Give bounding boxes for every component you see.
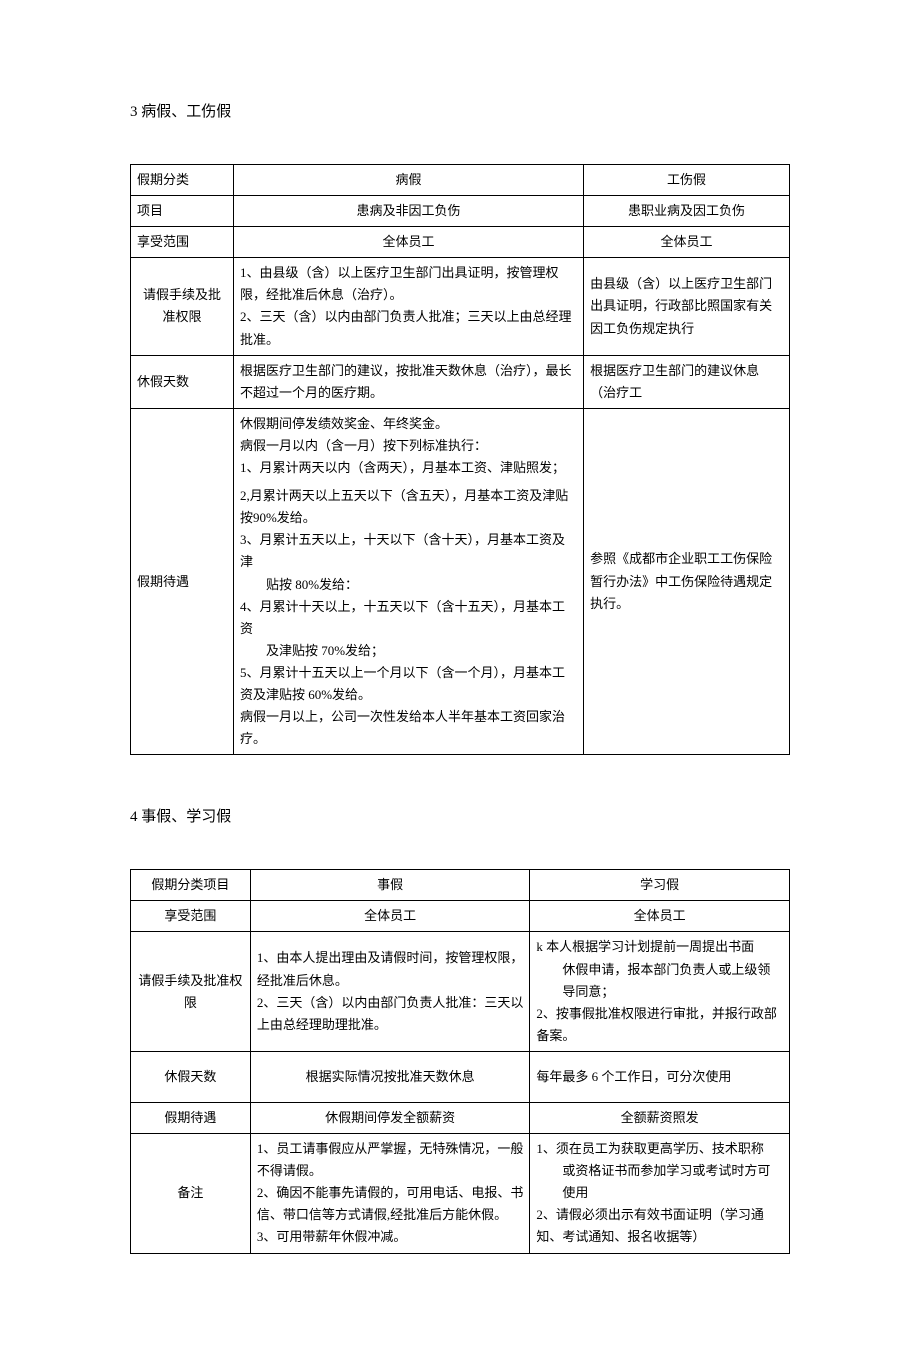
row-label: 享受范围 (131, 227, 234, 258)
table-row: 享受范围 全体员工 全体员工 (131, 227, 790, 258)
cell: 患职业病及因工负伤 (584, 196, 790, 227)
text-line: 3、可用带薪年休假冲减。 (257, 1226, 524, 1248)
row-label: 备注 (131, 1134, 251, 1253)
text-line: 2,月累计两天以上五天以下（含五天），月基本工资及津贴按90%发给。 (240, 485, 577, 529)
section-title-1: 3 病假、工伤假 (130, 100, 790, 124)
row-label: 享受范围 (131, 901, 251, 932)
text-line: 2、确因不能事先请假的，可用电话、电报、书信、带口信等方式请假,经批准后方能休假… (257, 1182, 524, 1226)
row-label: 假期待遇 (131, 408, 234, 754)
row-label: 假期待遇 (131, 1103, 251, 1134)
row-label: 请假手续及批准权限 (131, 932, 251, 1051)
header-sick: 病假 (233, 165, 583, 196)
row-label: 休假天数 (131, 1051, 251, 1102)
table-row: 假期待遇 休假期间停发全额薪资 全额薪资照发 (131, 1103, 790, 1134)
cell: 全体员工 (233, 227, 583, 258)
cell: 全体员工 (584, 227, 790, 258)
text-line: 2、三天（含）以内由部门负责人批准：三天以上由总经理助理批准。 (257, 992, 524, 1036)
text-line: 1、月累计两天以内（含两天），月基本工资、津贴照发； (240, 457, 577, 479)
cell: 患病及非因工负伤 (233, 196, 583, 227)
text-line: 1、员工请事假应从严掌握，无特殊情况，一般不得请假。 (257, 1138, 524, 1182)
cell: 1、须在员工为获取更高学历、技术职称 或资格证书而参加学习或考试时方可使用 2、… (530, 1134, 790, 1253)
text-line: 1、须在员工为获取更高学历、技术职称 (536, 1138, 783, 1160)
text-line: 休假申请，报本部门负责人或上级领导同意； (536, 959, 783, 1003)
table-row: 备注 1、员工请事假应从严掌握，无特殊情况，一般不得请假。 2、确因不能事先请假… (131, 1134, 790, 1253)
table-row: 休假天数 根据医疗卫生部门的建议，按批准天数休息（治疗），最长不超过一个月的医疗… (131, 355, 790, 408)
table-personal-study-leave: 假期分类项目 事假 学习假 享受范围 全体员工 全体员工 请假手续及批准权限 1… (130, 869, 790, 1253)
text-line: 病假一月以内（含一月）按下列标准执行： (240, 435, 577, 457)
cell: 参照《成都市企业职工工伤保险暂行办法》中工伤保险待遇规定执行。 (584, 408, 790, 754)
text-line: k 本人根据学习计划提前一周提出书面 (536, 936, 783, 958)
cell: 1、员工请事假应从严掌握，无特殊情况，一般不得请假。 2、确因不能事先请假的，可… (250, 1134, 530, 1253)
table-row: 项目 患病及非因工负伤 患职业病及因工负伤 (131, 196, 790, 227)
table-row: 假期分类 病假 工伤假 (131, 165, 790, 196)
text-line: 3、月累计五天以上，十天以下（含十天），月基本工资及津 (240, 529, 577, 573)
cell: 休假期间停发全额薪资 (250, 1103, 530, 1134)
cell: 每年最多 6 个工作日，可分次使用 (530, 1051, 790, 1102)
table-row: 享受范围 全体员工 全体员工 (131, 901, 790, 932)
text-line: 5、月累计十五天以上一个月以下（含一个月），月基本工资及津贴按 60%发给。 (240, 662, 577, 706)
text-line: 病假一月以上，公司一次性发给本人半年基本工资回家治疗。 (240, 706, 577, 750)
row-label: 请假手续及批准权限 (131, 258, 234, 355)
cell: 由县级（含）以上医疗卫生部门出具证明，行政部比照国家有关因工负伤规定执行 (584, 258, 790, 355)
header-injury: 工伤假 (584, 165, 790, 196)
header-personal: 事假 (250, 870, 530, 901)
table-row: 请假手续及批准权限 1、由县级（含）以上医疗卫生部门出具证明，按管理权限，经批准… (131, 258, 790, 355)
text-line: 4、月累计十天以上，十五天以下（含十五天），月基本工资 (240, 596, 577, 640)
text-line: 休假期间停发绩效奖金、年终奖金。 (240, 413, 577, 435)
cell: 根据医疗卫生部门的建议休息（治疗工 (584, 355, 790, 408)
section-title-2: 4 事假、学习假 (130, 805, 790, 829)
cell: 1、由本人提出理由及请假时间，按管理权限，经批准后休息。 2、三天（含）以内由部… (250, 932, 530, 1051)
text-line: 贴按 80%发给： (240, 574, 577, 596)
row-label: 休假天数 (131, 355, 234, 408)
cell: 根据实际情况按批准天数休息 (250, 1051, 530, 1102)
header-study: 学习假 (530, 870, 790, 901)
table-sick-injury-leave: 假期分类 病假 工伤假 项目 患病及非因工负伤 患职业病及因工负伤 享受范围 全… (130, 164, 790, 755)
cell: 全额薪资照发 (530, 1103, 790, 1134)
row-label: 项目 (131, 196, 234, 227)
text-line: 1、由县级（含）以上医疗卫生部门出具证明，按管理权限，经批准后休息（治疗）。 (240, 262, 577, 306)
cell: 全体员工 (250, 901, 530, 932)
text-line: 2、请假必须出示有效书面证明（学习通知、考试通知、报名收据等） (536, 1204, 783, 1248)
text-line: 或资格证书而参加学习或考试时方可使用 (536, 1160, 783, 1204)
cell: 全体员工 (530, 901, 790, 932)
text-line: 及津贴按 70%发给； (240, 640, 577, 662)
cell: 根据医疗卫生部门的建议，按批准天数休息（治疗），最长不超过一个月的医疗期。 (233, 355, 583, 408)
cell: 1、由县级（含）以上医疗卫生部门出具证明，按管理权限，经批准后休息（治疗）。 2… (233, 258, 583, 355)
table-row: 请假手续及批准权限 1、由本人提出理由及请假时间，按管理权限，经批准后休息。 2… (131, 932, 790, 1051)
table-row: 假期待遇 休假期间停发绩效奖金、年终奖金。 病假一月以内（含一月）按下列标准执行… (131, 408, 790, 754)
text-line: 2、三天（含）以内由部门负责人批准；三天以上由总经理批准。 (240, 306, 577, 350)
text-line: 1、由本人提出理由及请假时间，按管理权限，经批准后休息。 (257, 947, 524, 991)
text-line: 2、按事假批准权限进行审批，并报行政部备案。 (536, 1003, 783, 1047)
header-category: 假期分类 (131, 165, 234, 196)
cell: 休假期间停发绩效奖金、年终奖金。 病假一月以内（含一月）按下列标准执行： 1、月… (233, 408, 583, 754)
header-category: 假期分类项目 (131, 870, 251, 901)
table-row: 休假天数 根据实际情况按批准天数休息 每年最多 6 个工作日，可分次使用 (131, 1051, 790, 1102)
cell: k 本人根据学习计划提前一周提出书面 休假申请，报本部门负责人或上级领导同意； … (530, 932, 790, 1051)
table-row: 假期分类项目 事假 学习假 (131, 870, 790, 901)
